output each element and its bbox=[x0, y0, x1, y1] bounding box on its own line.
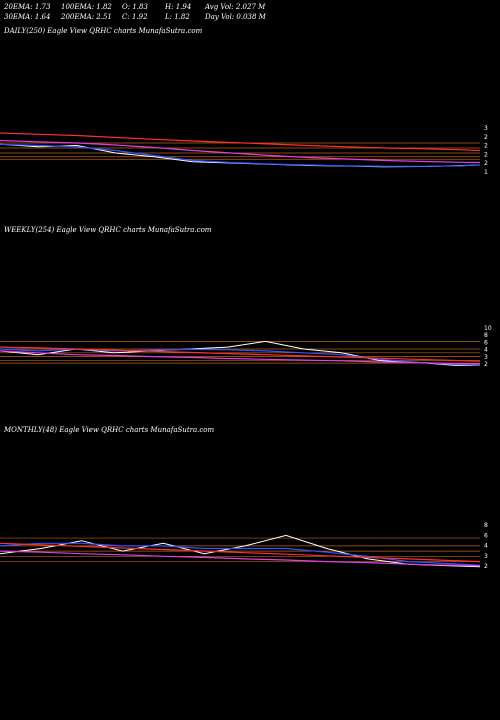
ema20-value: 20EMA: 1.73 bbox=[4, 3, 51, 11]
daily-panel-title: DAILY(250) Eagle View QRHC charts Munafa… bbox=[4, 27, 203, 35]
high-value: H: 1.94 bbox=[165, 3, 192, 11]
monthly-axis-label-4: 2 bbox=[484, 563, 488, 570]
day-volume-value: Day Vol: 0.038 M bbox=[205, 13, 266, 21]
monthly-axis-label-0: 8 bbox=[484, 522, 488, 529]
monthly-axis-label-3: 3 bbox=[484, 553, 488, 560]
monthly-panel-title: MONTHLY(48) Eagle View QRHC charts Munaf… bbox=[4, 426, 215, 434]
weekly-series-2 bbox=[0, 350, 481, 365]
weekly-axis-label-4: 3 bbox=[484, 354, 488, 361]
weekly-axis-label-0: 10 bbox=[484, 325, 492, 332]
ema200-value: 200EMA: 2.51 bbox=[61, 13, 112, 21]
ema30-value: 30EMA: 1.64 bbox=[4, 13, 51, 21]
daily-axis-label-5: 1 bbox=[484, 169, 488, 176]
daily-axis-label-0: 3 bbox=[484, 125, 488, 132]
daily-series-2 bbox=[0, 139, 481, 164]
weekly-series-3 bbox=[0, 346, 481, 362]
stats-row-1: 20EMA: 1.73 100EMA: 1.82 O: 1.83 H: 1.94… bbox=[4, 2, 496, 12]
daily-series-3 bbox=[0, 132, 481, 152]
weekly-axis-label-5: 2 bbox=[484, 361, 488, 368]
monthly-series-3 bbox=[0, 542, 481, 563]
daily-axis-label-1: 2 bbox=[484, 134, 488, 141]
daily-axis-label-4: 2 bbox=[484, 160, 488, 167]
close-value: C: 1.92 bbox=[122, 13, 148, 21]
weekly-axis-label-3: 4 bbox=[484, 347, 488, 354]
daily-axis-label-2: 2 bbox=[484, 143, 488, 150]
daily-series-1 bbox=[0, 143, 481, 167]
daily-axis-label-3: 2 bbox=[484, 151, 488, 158]
monthly-axis-label-2: 4 bbox=[484, 543, 488, 550]
monthly-axis-label-1: 6 bbox=[484, 532, 488, 539]
monthly-series-1 bbox=[0, 542, 481, 566]
weekly-axis-label-1: 8 bbox=[484, 332, 488, 339]
weekly-panel-title: WEEKLY(254) Eagle View QRHC charts Munaf… bbox=[4, 226, 212, 234]
stats-header: 20EMA: 1.73 100EMA: 1.82 O: 1.83 H: 1.94… bbox=[4, 2, 496, 22]
ema100-value: 100EMA: 1.82 bbox=[61, 3, 112, 11]
weekly-axis-label-2: 6 bbox=[484, 339, 488, 346]
avg-volume-value: Avg Vol: 2.027 M bbox=[205, 3, 266, 11]
low-value: L: 1.82 bbox=[165, 13, 190, 21]
stats-row-2: 30EMA: 1.64 200EMA: 2.51 C: 1.92 L: 1.82… bbox=[4, 12, 496, 22]
open-value: O: 1.83 bbox=[122, 3, 148, 11]
monthly-series-2 bbox=[0, 550, 481, 567]
